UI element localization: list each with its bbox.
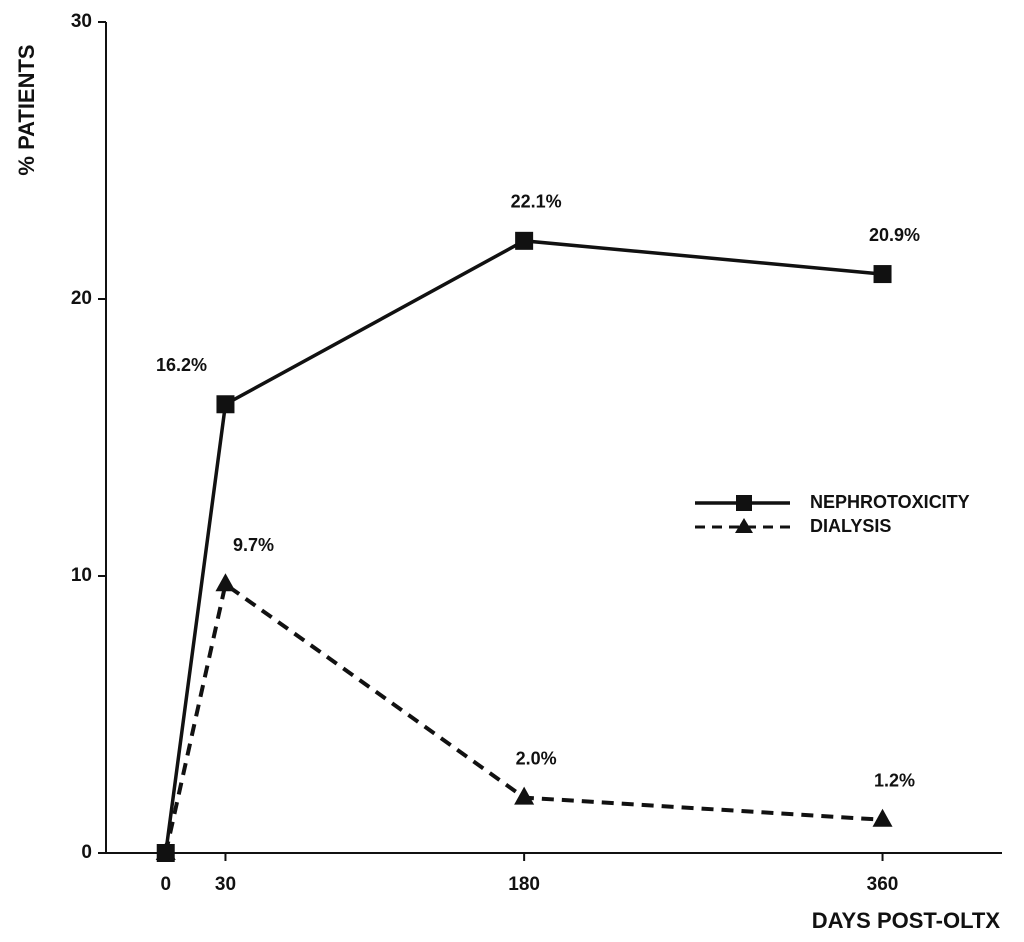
data-point (873, 265, 892, 284)
value-label: 16.2% (156, 355, 207, 375)
x-axis-title: DAYS POST-OLTX (812, 908, 1001, 933)
legend-marker (735, 518, 753, 533)
y-axis-title: % PATIENTS (14, 44, 39, 175)
value-label: 9.7% (233, 535, 274, 555)
data-point (872, 808, 893, 827)
value-label: 2.0% (516, 748, 557, 768)
x-tick-label: 30 (215, 874, 236, 895)
y-tick-label: 10 (71, 565, 92, 586)
y-tick-label: 20 (71, 288, 92, 309)
legend-label: NEPHROTOXICITY (810, 492, 970, 512)
data-point (216, 395, 235, 414)
value-label: 1.2% (874, 771, 915, 791)
legend-marker (736, 495, 752, 511)
data-point (155, 842, 176, 860)
value-label: 22.1% (511, 192, 562, 212)
value-label: 20.9% (869, 225, 920, 245)
x-tick-label: 180 (508, 874, 540, 895)
data-point (215, 573, 236, 592)
x-tick-label: 0 (160, 874, 171, 895)
series-line (163, 580, 883, 854)
data-point (515, 231, 534, 250)
y-tick-label: 30 (71, 11, 92, 32)
series-line (163, 239, 883, 854)
x-tick-label: 360 (867, 874, 899, 895)
y-tick-label: 0 (81, 842, 92, 863)
data-point (514, 786, 535, 805)
legend-label: DIALYSIS (810, 516, 891, 536)
